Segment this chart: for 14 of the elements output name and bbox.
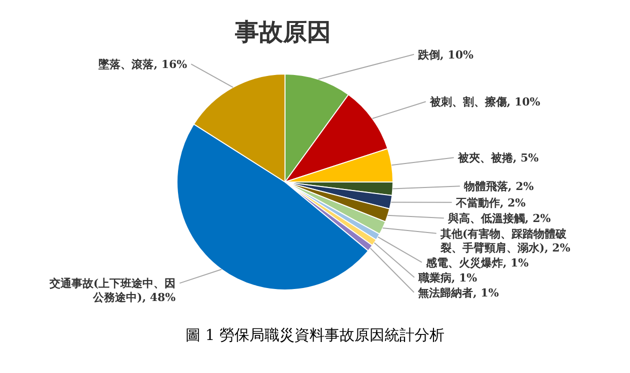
slice-label: 其他(有害物、踩踏物體破裂、手臂頸肩、溺水), 2% [439, 227, 571, 254]
slice-label: 被夾、被捲, 5% [456, 152, 540, 165]
slice-label: 物體飛落, 2% [462, 180, 534, 194]
chart-title: 事故原因 [234, 18, 331, 46]
slice-label: 被刺、割、擦傷, 10% [428, 96, 541, 109]
slice-label: 墜落、滾落, 16% [98, 58, 188, 72]
slice-label: 無法歸納者, 1% [417, 286, 500, 300]
caption: 圖 1 勞保局職災資料事故原因統計分析 [185, 326, 445, 344]
slice-label: 不當動作, 2% [454, 196, 526, 210]
slice-label: 跌倒, 10% [417, 48, 474, 62]
slice-label: 感電、火災爆炸, 1% [424, 256, 530, 270]
slice-label: 職業病, 1% [417, 271, 478, 284]
slice-label: 與高、低溫接觸, 2% [446, 212, 552, 226]
slice-label: 交通事故(上下班途中、因公務途中), 48% [48, 277, 176, 304]
